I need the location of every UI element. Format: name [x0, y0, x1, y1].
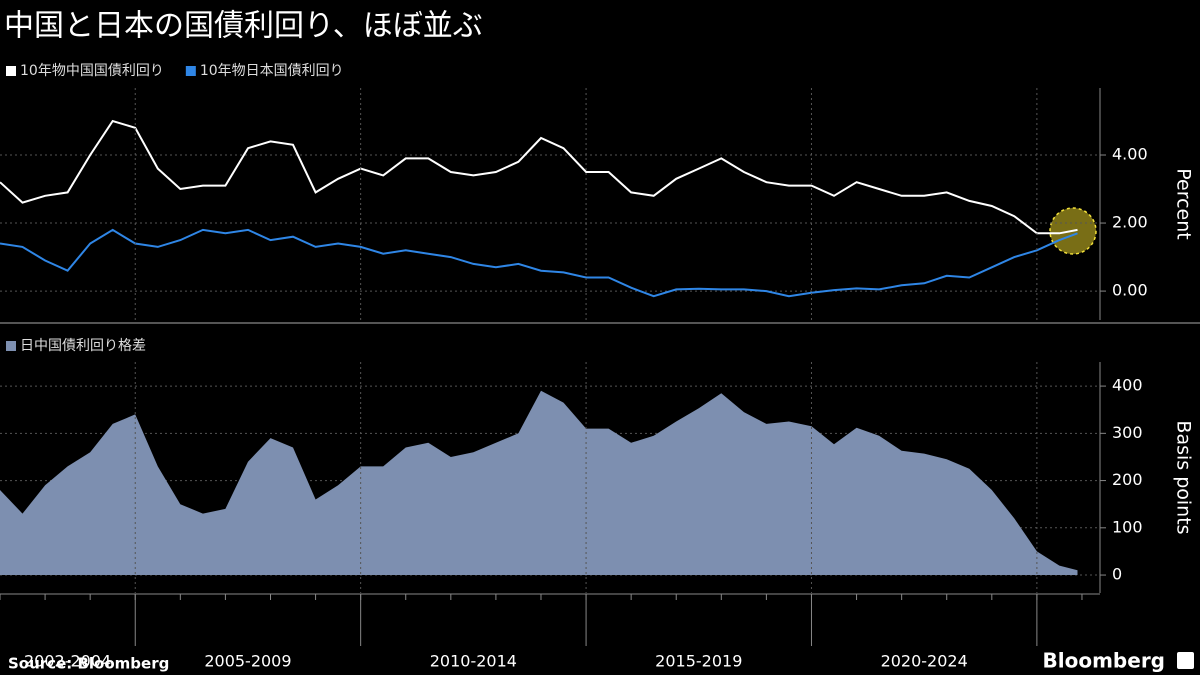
y-tick-label: 100 — [1112, 517, 1143, 536]
brand-icon — [1177, 652, 1194, 669]
x-tick-label: 2005-2009 — [204, 652, 291, 671]
x-tick-label: 2010-2014 — [430, 652, 517, 671]
y-axis-title: Percent — [1173, 168, 1195, 240]
legend-label: 10年物中国国債利回り — [20, 63, 164, 79]
y-tick-label: 0 — [1112, 565, 1122, 584]
brand: Bloomberg — [1043, 649, 1165, 673]
y-tick-label: 400 — [1112, 376, 1143, 395]
legend-label: 日中国債利回り格差 — [20, 338, 146, 354]
chart-title: 中国と日本の国債利回り、ほぼ並ぶ — [4, 9, 483, 44]
line — [0, 228, 1078, 298]
y-tick-label: 2.00 — [1112, 213, 1148, 232]
legend-label: 10年物日本国債利回り — [200, 63, 344, 79]
source: Source: Bloomberg — [8, 655, 169, 673]
y-tick-label: 0.00 — [1112, 281, 1148, 300]
legend-swatch — [185, 66, 196, 76]
x-tick-label: 2002-2004 — [24, 652, 111, 671]
y-tick-label: 200 — [1112, 470, 1143, 489]
x-tick-label: 2020-2024 — [881, 652, 968, 671]
y-tick-label: 4.00 — [1112, 145, 1148, 164]
line — [0, 119, 1078, 235]
legend-swatch — [6, 341, 16, 351]
y-tick-label: 300 — [1112, 423, 1143, 442]
y-axis-title: Basis points — [1173, 420, 1195, 534]
area — [0, 390, 1078, 576]
legend-swatch — [6, 66, 16, 76]
x-tick-label: 2015-2019 — [655, 652, 742, 671]
